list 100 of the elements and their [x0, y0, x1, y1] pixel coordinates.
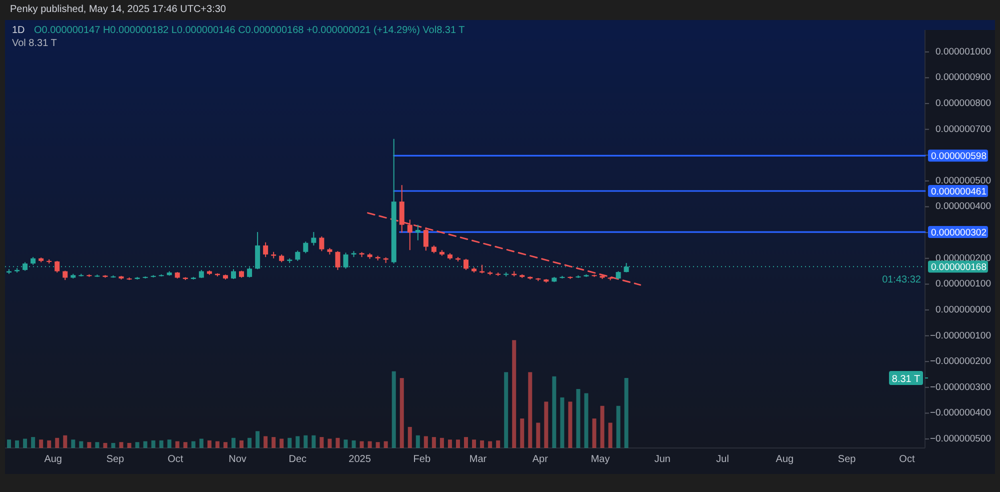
bar [256, 431, 260, 448]
x-tick-label: Apr [532, 454, 549, 465]
y-tick-label: −0.000000400 [930, 408, 991, 419]
y-tick-label: −0.000000500 [930, 433, 991, 444]
bar [71, 440, 76, 448]
bar [199, 438, 204, 448]
bar [344, 440, 348, 448]
bar [512, 340, 516, 448]
bar [328, 438, 332, 448]
bar [207, 440, 212, 448]
y-tick-label: 0.000000900 [936, 72, 991, 84]
x-tick-label: Nov [228, 454, 246, 465]
bar [103, 442, 108, 448]
bar [496, 440, 500, 448]
candlestick [295, 250, 300, 262]
chart-title: 1D [12, 25, 25, 36]
y-tick-label: 0.000000800 [936, 98, 991, 110]
bar [191, 441, 196, 448]
y-tick-label: −0.000000300 [930, 382, 991, 393]
bar [143, 441, 148, 448]
bar [151, 440, 156, 448]
candlestick [303, 241, 308, 254]
bar [616, 406, 620, 448]
y-tick-label: −0.000000100 [930, 330, 991, 342]
bar [63, 435, 68, 448]
bar [424, 436, 428, 448]
bar [504, 372, 508, 448]
bar [320, 437, 324, 448]
bar [488, 441, 492, 448]
candlestick [263, 242, 268, 258]
x-tick-label: Aug [776, 454, 794, 465]
text: Penky published, May 14, 2025 17:46 UTC+3:30 [10, 4, 226, 15]
bar [392, 371, 396, 448]
bar [624, 378, 628, 448]
bar [464, 437, 468, 448]
bar [400, 378, 404, 448]
bar [368, 441, 372, 448]
y2-tick-label: 8.31 T [892, 374, 920, 385]
bar [448, 440, 452, 448]
x-tick-label: Dec [288, 454, 307, 465]
bar [7, 440, 12, 448]
candlestick [230, 268, 236, 280]
bar [560, 397, 564, 448]
bar [528, 372, 532, 448]
bar [568, 402, 572, 448]
data-label: 0.000000461 [931, 186, 986, 198]
x-tick-label: Oct [168, 454, 184, 465]
bar [480, 440, 484, 448]
bar [31, 437, 36, 448]
bar [95, 442, 100, 448]
bar [472, 440, 476, 448]
bar [23, 438, 28, 448]
candlestick [464, 258, 468, 270]
bar [520, 418, 524, 448]
bar [111, 442, 116, 448]
bar [87, 442, 92, 448]
bar [135, 442, 140, 448]
data-label: 0.000000598 [931, 151, 986, 162]
x-tick-label: Oct [899, 454, 915, 465]
candlestick [62, 270, 68, 281]
x-tick-label: Sep [838, 454, 856, 465]
y-tick-label: 0.000000700 [936, 124, 991, 135]
x-tick-label: Aug [44, 454, 62, 465]
bar [440, 438, 444, 448]
annotation: 01:43:32 [882, 274, 922, 286]
bar [159, 440, 164, 448]
bar [304, 435, 308, 448]
bar [336, 438, 340, 448]
bar [280, 438, 284, 448]
bar [576, 389, 580, 448]
bar [47, 440, 52, 448]
x-tick-label: Jul [716, 454, 729, 465]
x-tick-label: Feb [413, 454, 431, 465]
data-label: 0.000000302 [931, 228, 986, 239]
bar [600, 406, 604, 448]
bar [536, 422, 540, 448]
bar [552, 376, 556, 448]
bar [119, 442, 124, 448]
y-tick-label: −0.000000200 [930, 356, 991, 368]
ref-line-label: 0.000000168 [931, 262, 986, 274]
candlestick [311, 232, 316, 246]
bar [15, 440, 20, 448]
bar [223, 442, 228, 448]
bar [352, 440, 356, 448]
bar [248, 438, 252, 448]
bar [264, 436, 268, 448]
bar [416, 435, 420, 448]
x-tick-label: Mar [469, 454, 488, 465]
bar [296, 436, 300, 448]
bar [376, 442, 380, 448]
bar [127, 442, 132, 448]
bar [608, 422, 612, 448]
bar [79, 441, 84, 448]
y-tick-label: 0.000000100 [936, 278, 991, 290]
bar [432, 437, 436, 448]
bar [39, 440, 44, 448]
bar [408, 426, 412, 448]
bar [240, 440, 244, 448]
annotation: Vol 8.31 T [12, 38, 57, 49]
x-tick-label: Sep [106, 454, 125, 465]
